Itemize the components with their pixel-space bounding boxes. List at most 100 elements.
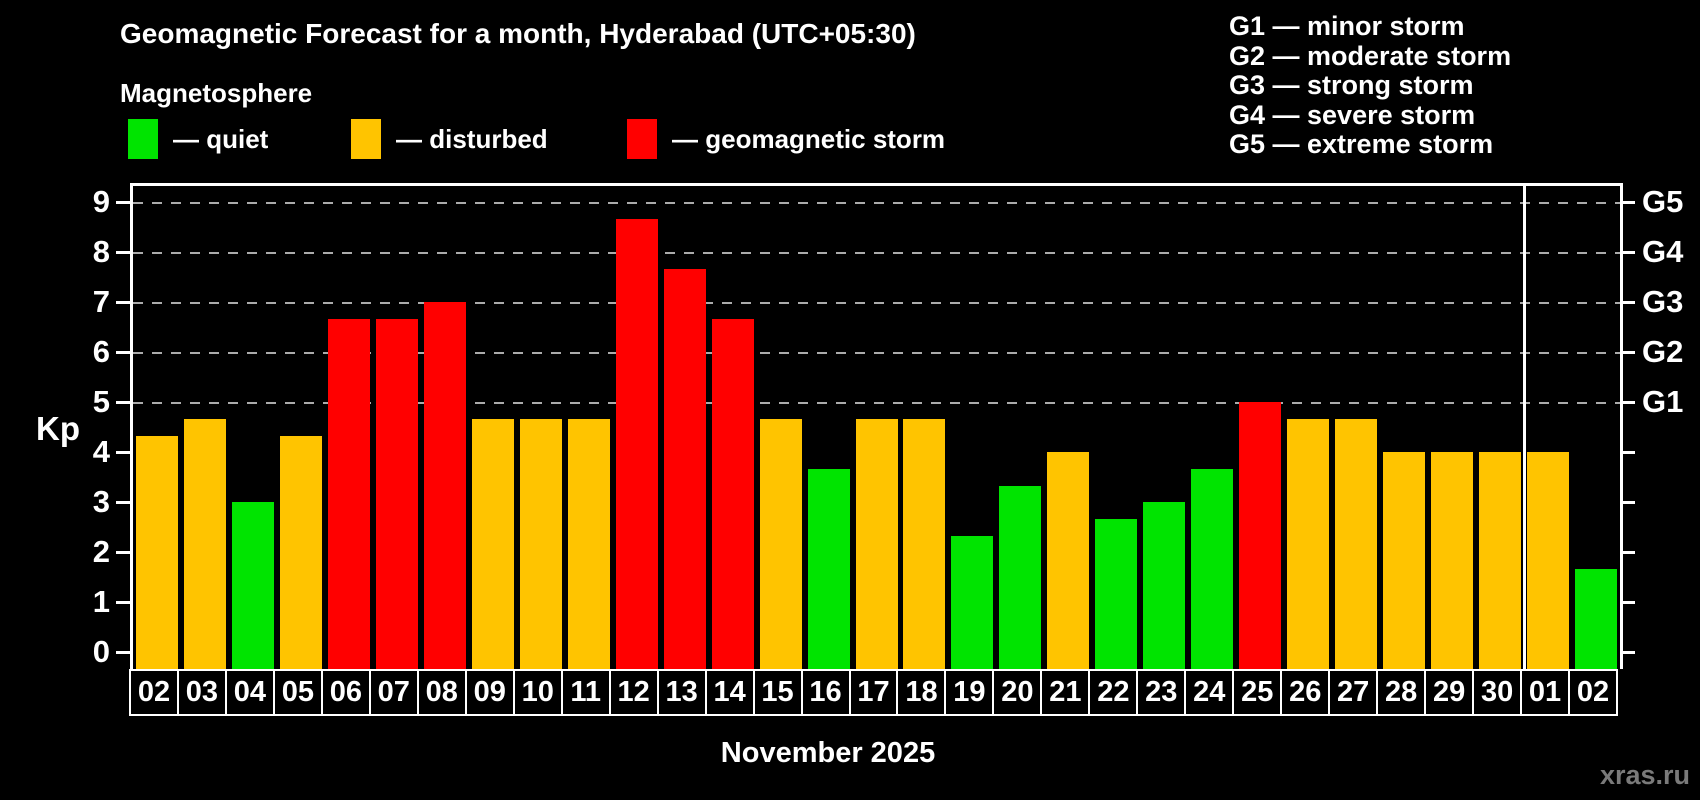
date-cell-05: 05 [272, 669, 323, 716]
kp-bar-14 [711, 318, 754, 669]
g-legend-line-g3: G3 — strong storm [1229, 70, 1474, 100]
kp-bar-27 [1335, 418, 1378, 669]
y-axis-label-8: 8 [92, 234, 110, 269]
watermark: xras.ru [1599, 760, 1690, 790]
kp-bar-07 [375, 318, 418, 669]
kp-bar-22 [1095, 518, 1138, 669]
month-separator-line [1522, 186, 1526, 669]
disturbed-color-swatch-icon [351, 119, 381, 159]
right-axis-label-g3: G3 [1642, 284, 1684, 319]
storm-scale-legend: G1 — minor storm G2 — moderate storm G3 … [1229, 11, 1512, 160]
kp-bar-01 [1527, 452, 1570, 669]
legend-item-disturbed: — disturbed [351, 119, 548, 159]
kp-bar-26 [1287, 418, 1330, 669]
g-legend-line-g5: G5 — extreme storm [1229, 129, 1494, 159]
date-cell-14: 14 [704, 669, 755, 716]
y-axis-tick-right-5 [1623, 400, 1635, 404]
gridline-kp9 [133, 202, 1620, 204]
y-axis-tick-right-8 [1623, 250, 1635, 254]
y-axis-tick-left-1 [116, 600, 130, 604]
storm-color-swatch-icon [627, 119, 657, 159]
gridline-kp6 [133, 352, 1620, 354]
y-axis-title: Kp [36, 410, 80, 447]
kp-bar-06 [327, 318, 370, 669]
y-axis-label-7: 7 [92, 284, 110, 319]
date-cell-13: 13 [656, 669, 707, 716]
kp-bar-15 [759, 418, 802, 669]
kp-bar-21 [1047, 452, 1090, 669]
y-axis-tick-left-4 [116, 450, 130, 454]
date-cell-23: 23 [1136, 669, 1187, 716]
kp-bar-24 [1191, 468, 1234, 669]
y-axis-label-5: 5 [92, 384, 110, 419]
date-cell-02: 02 [129, 669, 179, 716]
y-axis-tick-right-6 [1623, 350, 1635, 354]
right-axis-label-g4: G4 [1642, 234, 1684, 269]
gridline-kp8 [133, 252, 1620, 254]
kp-bar-28 [1383, 452, 1426, 669]
kp-bar-12 [615, 218, 658, 669]
date-cell-07: 07 [368, 669, 419, 716]
x-axis-title: November 2025 [720, 737, 936, 769]
kp-bar-19 [951, 535, 994, 669]
date-cell-22: 22 [1088, 669, 1139, 716]
y-axis-tick-right-3 [1623, 500, 1635, 504]
date-cell-09: 09 [464, 669, 515, 716]
kp-bar-10 [519, 418, 562, 669]
date-cell-19: 19 [944, 669, 995, 716]
kp-bar-11 [567, 418, 610, 669]
chart-subtitle: Magnetosphere [120, 78, 313, 108]
y-axis-label-1: 1 [92, 584, 110, 619]
y-axis-tick-right-9 [1623, 200, 1635, 204]
y-axis-tick-right-7 [1623, 300, 1635, 304]
date-cell-11: 11 [560, 669, 611, 716]
date-cell-06: 06 [320, 669, 371, 716]
date-cell-29: 29 [1424, 669, 1475, 716]
kp-bar-08 [423, 302, 466, 669]
legend-label-quiet: — quiet [173, 123, 269, 154]
kp-bar-09 [471, 418, 514, 669]
date-cell-16: 16 [800, 669, 851, 716]
kp-bar-03 [183, 418, 226, 669]
date-cell-18: 18 [896, 669, 947, 716]
date-cell-01-next-month: 01 [1520, 669, 1571, 716]
kp-bar-20 [999, 485, 1042, 669]
date-cell-21: 21 [1040, 669, 1091, 716]
kp-bar-05 [279, 435, 322, 669]
g-legend-line-g2: G2 — moderate storm [1229, 40, 1512, 71]
kp-bar-29 [1431, 452, 1474, 669]
legend-item-storm: — geomagnetic storm [627, 119, 945, 159]
y-axis-tick-right-1 [1623, 600, 1635, 604]
date-cell-15: 15 [752, 669, 803, 716]
y-axis-tick-left-0 [116, 650, 130, 654]
date-cell-30: 30 [1472, 669, 1523, 716]
y-axis-label-3: 3 [92, 484, 110, 519]
kp-bar-30 [1479, 452, 1522, 669]
y-axis-label-4: 4 [92, 434, 110, 469]
date-cell-28: 28 [1376, 669, 1427, 716]
right-axis-label-g1: G1 [1642, 384, 1684, 419]
y-axis-tick-left-9 [116, 200, 130, 204]
legend-label-disturbed: — disturbed [396, 123, 548, 154]
chart-title: Geomagnetic Forecast for a month, Hydera… [120, 18, 916, 49]
date-cell-26: 26 [1280, 669, 1331, 716]
date-cell-27: 27 [1328, 669, 1379, 716]
right-axis-label-g2: G2 [1642, 334, 1684, 369]
date-cell-12: 12 [608, 669, 659, 716]
g-legend-line-g4: G4 — severe storm [1229, 99, 1476, 130]
y-axis-tick-left-2 [116, 550, 130, 554]
date-cell-08: 08 [416, 669, 467, 716]
y-axis-tick-left-7 [116, 300, 130, 304]
y-axis-tick-left-6 [116, 350, 130, 354]
date-cell-24: 24 [1184, 669, 1235, 716]
legend-item-quiet: — quiet [128, 119, 268, 159]
y-axis-label-2: 2 [92, 534, 110, 569]
date-cell-04: 04 [224, 669, 275, 716]
kp-bar-23 [1143, 502, 1186, 669]
date-cell-17: 17 [848, 669, 899, 716]
date-cell-10: 10 [512, 669, 563, 716]
kp-bar-13 [663, 268, 706, 669]
kp-bar-17 [855, 418, 898, 669]
legend-label-storm: — geomagnetic storm [672, 123, 946, 154]
plot-area [130, 183, 1623, 669]
